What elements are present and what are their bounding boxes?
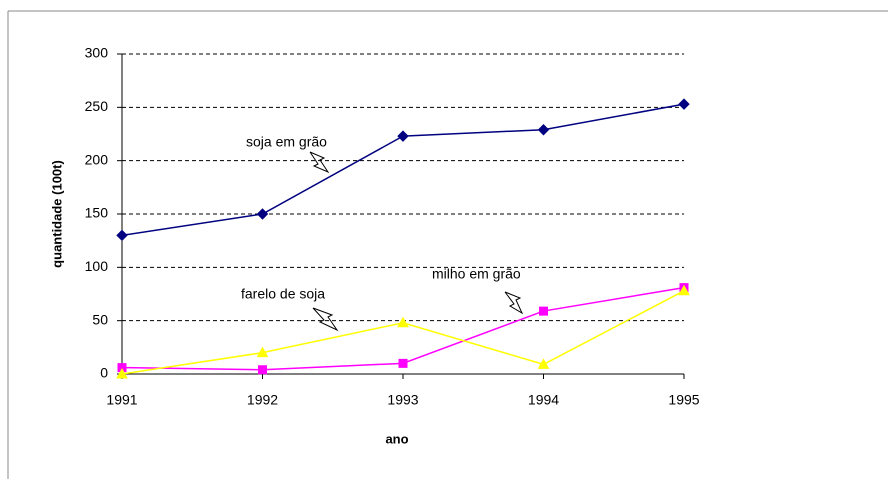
marker — [678, 98, 690, 110]
y-tick-label: 0 — [100, 365, 108, 381]
marker — [397, 130, 409, 142]
x-tick-label: 1994 — [528, 392, 559, 408]
y-tick-label: 150 — [85, 205, 109, 221]
y-tick-label: 300 — [85, 45, 109, 61]
marker — [537, 124, 550, 136]
marker — [256, 346, 269, 358]
annotation-arrow — [312, 307, 339, 332]
x-tick-label: 1992 — [247, 392, 278, 408]
x-tick-label: 1995 — [668, 392, 699, 408]
series-line — [121, 286, 685, 371]
x-axis-label: ano — [385, 431, 408, 446]
annotation: milho em grão — [432, 266, 521, 282]
marker — [539, 306, 548, 316]
marker — [397, 316, 409, 328]
y-tick-label: 250 — [85, 98, 109, 114]
annotation: soja em grão — [246, 134, 327, 150]
y-tick-label: 50 — [92, 311, 108, 327]
marker — [258, 365, 267, 375]
marker — [117, 363, 127, 373]
marker — [398, 358, 408, 368]
y-axis-label: quantidade (100t) — [49, 160, 64, 268]
y-tick-label: 100 — [85, 258, 109, 274]
x-tick-label: 1993 — [387, 392, 418, 408]
annotation-arrow — [309, 151, 330, 174]
annotation-arrow — [504, 291, 524, 315]
annotation: farelo de soja — [241, 286, 325, 302]
marker — [537, 358, 550, 369]
series-line — [121, 103, 685, 237]
marker — [678, 284, 690, 296]
marker — [116, 367, 128, 379]
x-tick-label: 1991 — [106, 392, 137, 408]
marker — [116, 229, 128, 242]
y-tick-label: 200 — [85, 151, 109, 167]
marker — [256, 208, 269, 220]
